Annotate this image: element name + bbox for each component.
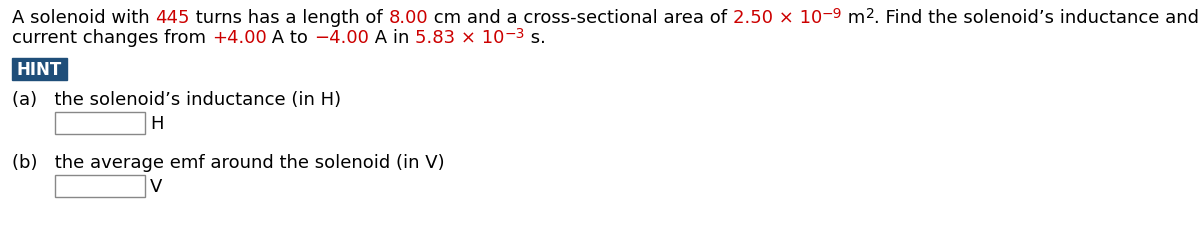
Text: V: V	[150, 177, 162, 195]
Text: cm and a cross-sectional area of: cm and a cross-sectional area of	[428, 9, 733, 27]
Text: 2.50 × 10: 2.50 × 10	[733, 9, 822, 27]
Text: A in: A in	[370, 29, 415, 47]
Text: A solenoid with: A solenoid with	[12, 9, 155, 27]
Text: 8.00: 8.00	[389, 9, 428, 27]
Text: 5.83 × 10: 5.83 × 10	[415, 29, 504, 47]
Bar	[12, 59, 67, 81]
Text: −3: −3	[504, 27, 524, 41]
Bar	[55, 113, 145, 135]
Text: turns has a length of: turns has a length of	[190, 9, 389, 27]
Text: (a)   the solenoid’s inductance (in H): (a) the solenoid’s inductance (in H)	[12, 91, 341, 109]
Text: 2: 2	[865, 7, 875, 21]
Text: current changes from: current changes from	[12, 29, 211, 47]
Text: −9: −9	[822, 7, 842, 21]
Text: +4.00: +4.00	[211, 29, 266, 47]
Text: A to: A to	[266, 29, 314, 47]
Text: (b)   the average emf around the solenoid (in V): (b) the average emf around the solenoid …	[12, 153, 445, 171]
Text: H: H	[150, 115, 163, 133]
Text: s.: s.	[524, 29, 546, 47]
Text: 445: 445	[155, 9, 190, 27]
Text: −4.00: −4.00	[314, 29, 370, 47]
Text: m: m	[842, 9, 865, 27]
Text: . Find the solenoid’s inductance and the average emf around the solenoid if the: . Find the solenoid’s inductance and the…	[875, 9, 1200, 27]
Text: HINT: HINT	[17, 61, 62, 79]
Bar	[55, 175, 145, 197]
